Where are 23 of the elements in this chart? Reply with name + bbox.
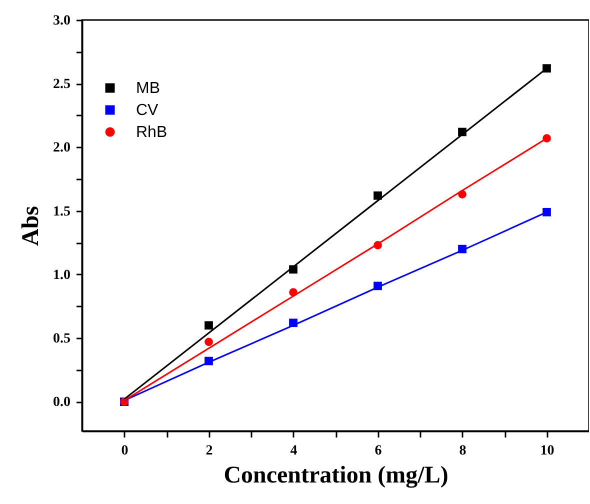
y-tick-label: 2.0 bbox=[53, 140, 70, 156]
y-axis-title: Abs bbox=[18, 206, 44, 246]
x-tick-label: 8 bbox=[459, 444, 466, 458]
y-tick-label: 3.0 bbox=[53, 14, 70, 28]
y-tick-label: 1.0 bbox=[53, 268, 70, 283]
x-axis-title: Concentration (mg/L) bbox=[224, 462, 448, 488]
x-tick-label: 4 bbox=[290, 444, 298, 458]
legend-label: MB bbox=[136, 80, 160, 97]
y-tick-label: 2.5 bbox=[53, 77, 70, 92]
point bbox=[542, 64, 551, 73]
x-tick-label: 0 bbox=[121, 444, 128, 458]
legend-label: RhB bbox=[136, 124, 168, 141]
point bbox=[204, 321, 213, 330]
x-tick-label: 10 bbox=[540, 444, 554, 458]
x-tick-label: 6 bbox=[374, 444, 382, 458]
point bbox=[374, 191, 382, 200]
point bbox=[542, 208, 551, 216]
point bbox=[204, 338, 213, 346]
y-tick-label: 1.5 bbox=[53, 204, 70, 220]
legend-label: CV bbox=[136, 102, 159, 119]
x-tick-label: 2 bbox=[206, 444, 213, 458]
y-tick-label: 0.5 bbox=[53, 332, 70, 347]
y-tick-label: 0.0 bbox=[53, 395, 70, 410]
